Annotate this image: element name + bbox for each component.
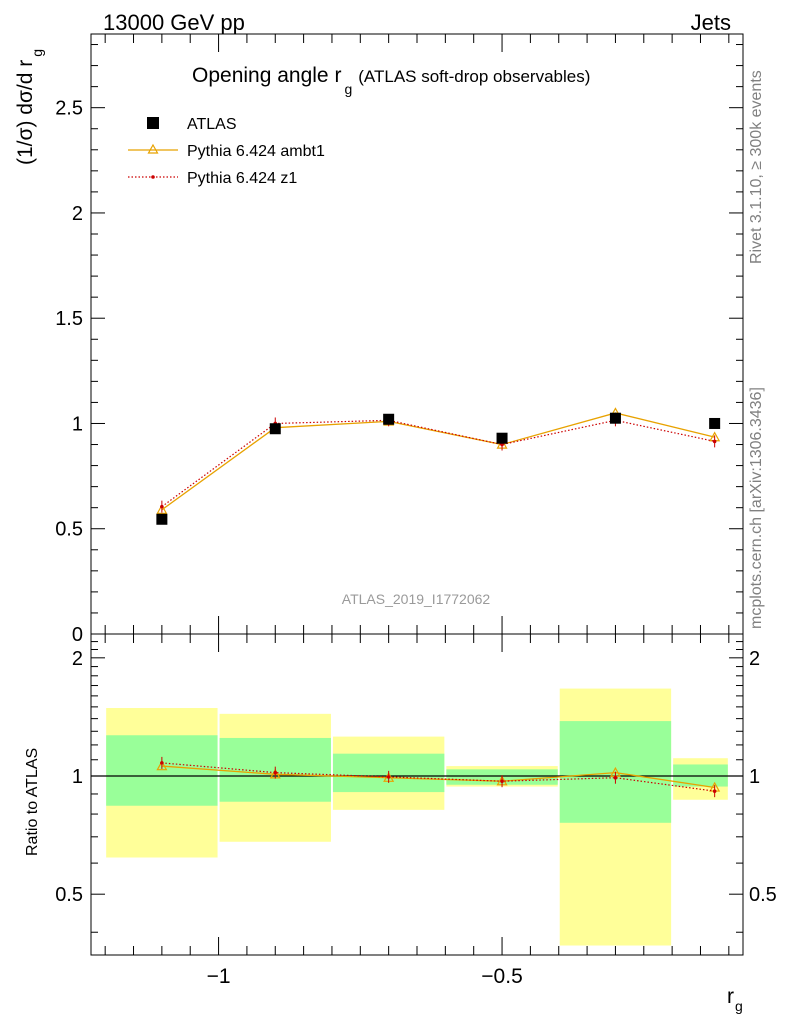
legend-ambt1-marker xyxy=(147,143,159,154)
ratio-point-z1-0 xyxy=(160,761,164,765)
ratio-point-z1-2 xyxy=(386,775,391,779)
main-point-atlas-4 xyxy=(609,412,621,424)
mcplots-label: mcplots.cern.ch [arXiv:1306.3436] xyxy=(748,387,765,629)
header-left: 13000 GeV pp xyxy=(103,10,245,35)
legend-atlas-marker xyxy=(147,117,159,129)
ratio-ytick-label-right: 1 xyxy=(749,766,760,788)
main-point-atlas-5 xyxy=(709,417,721,429)
main-ytick-label: 0.5 xyxy=(55,519,83,541)
ratio-ytick-label-right: 2 xyxy=(749,648,760,670)
legend-z1-label: Pythia 6.424 z1 xyxy=(187,170,297,187)
main-y-label: (1/σ) dσ/d rg xyxy=(14,49,45,165)
data-series xyxy=(156,407,721,798)
rivet-label: Rivet 3.1.10, ≥ 300k events xyxy=(748,70,765,264)
ratio-uncertainty-bands xyxy=(106,688,728,946)
main-point-z1-5 xyxy=(712,439,717,444)
ratio-point-z1-3 xyxy=(500,779,504,784)
ratio-point-z1-5 xyxy=(712,789,717,793)
main-point-z1-0 xyxy=(160,504,164,509)
xtick-label: −0.5 xyxy=(481,965,522,988)
legend-ambt1-label: Pythia 6.424 ambt1 xyxy=(187,143,325,160)
main-ytick-label: 2.5 xyxy=(55,98,83,120)
main-ytick-label: 2 xyxy=(72,203,83,225)
x-axis-label: rg xyxy=(727,985,743,1014)
ratio-ytick-label-left: 2 xyxy=(72,648,83,670)
legend-atlas-label: ATLAS xyxy=(187,116,237,133)
legend-z1-marker xyxy=(151,175,155,179)
legend: ATLAS Pythia 6.424 ambt1 Pythia 6.424 z1 xyxy=(128,116,325,187)
main-ytick-label: 1 xyxy=(72,413,83,435)
xtick-label: −1 xyxy=(207,965,231,988)
ratio-ytick-label-right: 0.5 xyxy=(749,884,777,906)
main-point-atlas-0 xyxy=(156,513,168,525)
ratio-point-z1-1 xyxy=(273,770,278,775)
ratio-y-label: Ratio to ATLAS xyxy=(24,748,41,856)
main-point-atlas-3 xyxy=(496,432,508,444)
main-ytick-label: 1.5 xyxy=(55,308,83,330)
main-point-ambt1-0 xyxy=(156,504,168,514)
axes: 0.5 1 1.5 2 2.5 0 0.5 0.5 1 1 2 2 −1 −0.5 xyxy=(55,33,777,988)
main-line-ambt1 xyxy=(161,412,715,511)
analysis-tag: ATLAS_2019_I1772062 xyxy=(342,591,491,607)
ratio-point-z1-4 xyxy=(613,775,618,780)
main-point-atlas-2 xyxy=(383,413,395,425)
main-ytick-label: 0 xyxy=(72,624,83,646)
header-right: Jets xyxy=(691,10,731,35)
ratio-point-ambt1-0 xyxy=(156,760,168,771)
ratio-ytick-label-left: 0.5 xyxy=(55,884,83,906)
ratio-ytick-label-left: 1 xyxy=(72,766,83,788)
main-point-atlas-1 xyxy=(269,423,281,435)
plot-title: Opening angle rg(ATLAS soft-drop observa… xyxy=(192,64,590,97)
main-line-z1 xyxy=(161,419,715,508)
ratio-line-z1 xyxy=(161,762,715,792)
green-band-0 xyxy=(106,735,218,806)
